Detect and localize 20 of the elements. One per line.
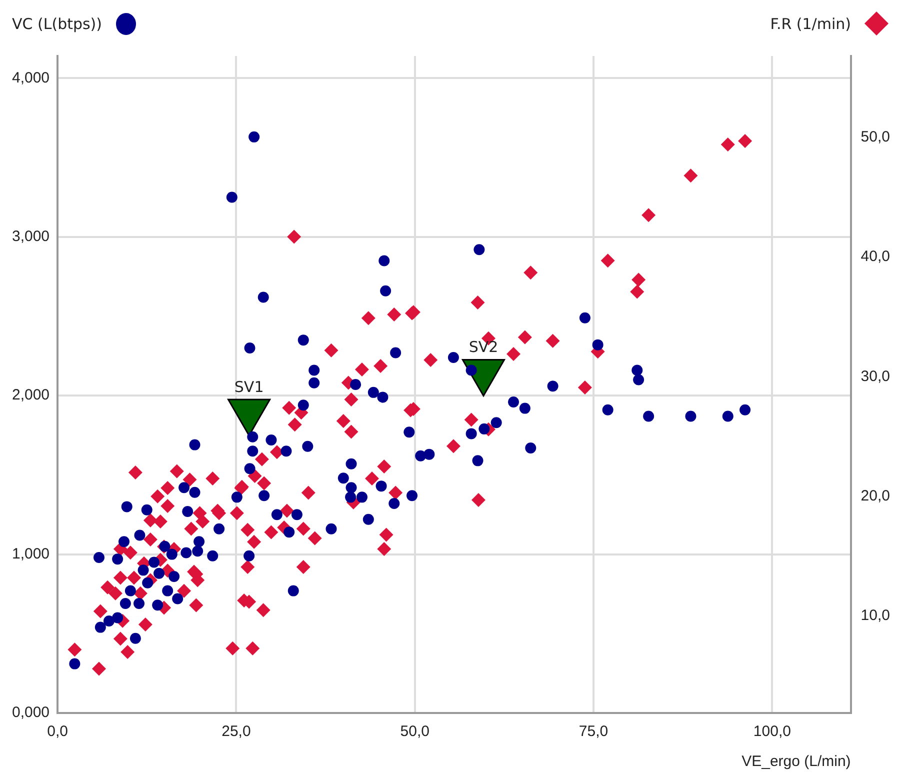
y-tick-label: 1,000 — [12, 545, 50, 562]
x-tick-label: 50,0 — [400, 723, 430, 740]
legend-label: F.R (1/min) — [770, 14, 851, 32]
y2-tick-label: 10,0 — [860, 607, 890, 624]
y2-tick-label: 30,0 — [860, 368, 890, 385]
y2-tick-label: 20,0 — [860, 488, 890, 505]
y-tick-label: 0,000 — [12, 704, 50, 722]
y-tick-label: 4,000 — [12, 69, 50, 86]
x-tick-label: 100,0 — [753, 723, 791, 740]
data-label: SV1 — [234, 378, 264, 396]
y2-tick-label: 40,0 — [860, 248, 890, 266]
data-label: SV2 — [468, 338, 498, 356]
y2-tick-label: 50,0 — [860, 128, 890, 146]
y-tick-label: 2,000 — [12, 386, 50, 404]
x-tick-label: 25,0 — [222, 723, 251, 740]
x-tick-label: 0,0 — [47, 723, 68, 740]
x-tick-label: 75,0 — [578, 723, 608, 740]
x-axis-title: VE_ergo (L/min) — [742, 753, 851, 770]
legend-label: VC (L(btps)) — [12, 14, 102, 32]
y-tick-label: 3,000 — [12, 228, 50, 246]
